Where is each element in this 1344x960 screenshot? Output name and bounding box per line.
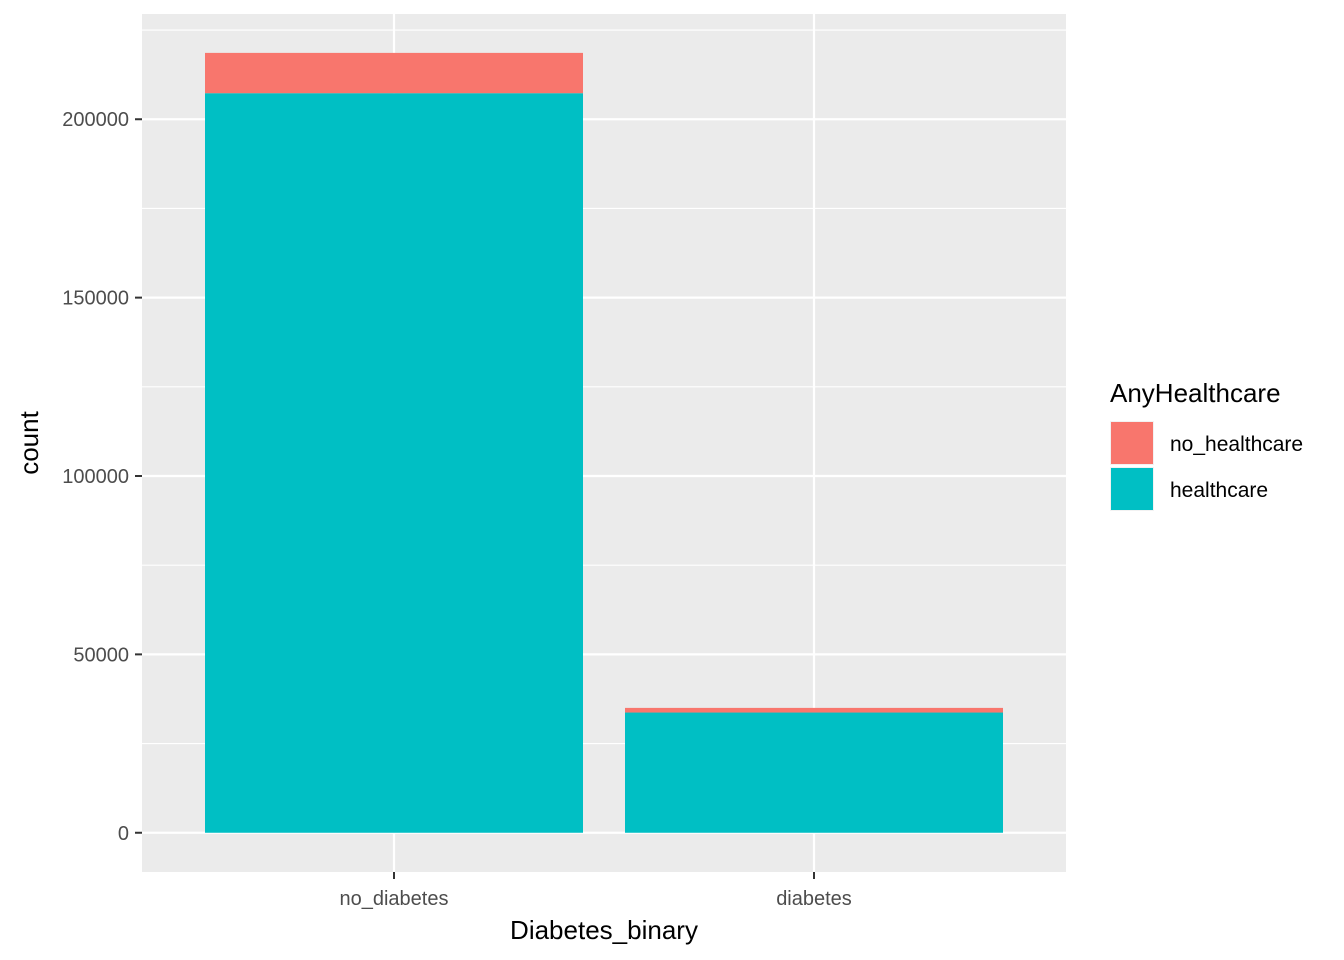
bar-diabetes-no_healthcare: [625, 707, 1003, 713]
y-tick-label: 150000: [62, 288, 129, 310]
x-axis: no_diabetes diabetes: [340, 872, 852, 910]
legend-label-no_healthcare: no_healthcare: [1170, 433, 1303, 456]
legend: AnyHealthcare no_healthcare healthcare: [1110, 378, 1303, 511]
y-tick-label: 0: [118, 823, 129, 845]
x-tick-label: diabetes: [776, 888, 852, 910]
y-tick-label: 50000: [73, 644, 129, 666]
x-tick-label: no_diabetes: [340, 888, 449, 910]
legend-title: AnyHealthcare: [1110, 378, 1281, 408]
bar-diabetes-healthcare: [625, 712, 1003, 833]
y-axis-title: count: [14, 410, 44, 474]
bars: [205, 52, 1003, 833]
x-axis-title: Diabetes_binary: [510, 915, 698, 945]
y-tick-label: 100000: [62, 466, 129, 488]
y-axis: 0 50000 100000 150000 200000: [62, 109, 142, 845]
y-tick-label: 200000: [62, 109, 129, 131]
legend-label-healthcare: healthcare: [1170, 479, 1268, 502]
bar-no_diabetes-no_healthcare: [205, 52, 583, 94]
legend-key-no_healthcare: [1111, 422, 1153, 464]
legend-key-healthcare: [1111, 468, 1153, 510]
bar-no_diabetes-healthcare: [205, 93, 583, 833]
